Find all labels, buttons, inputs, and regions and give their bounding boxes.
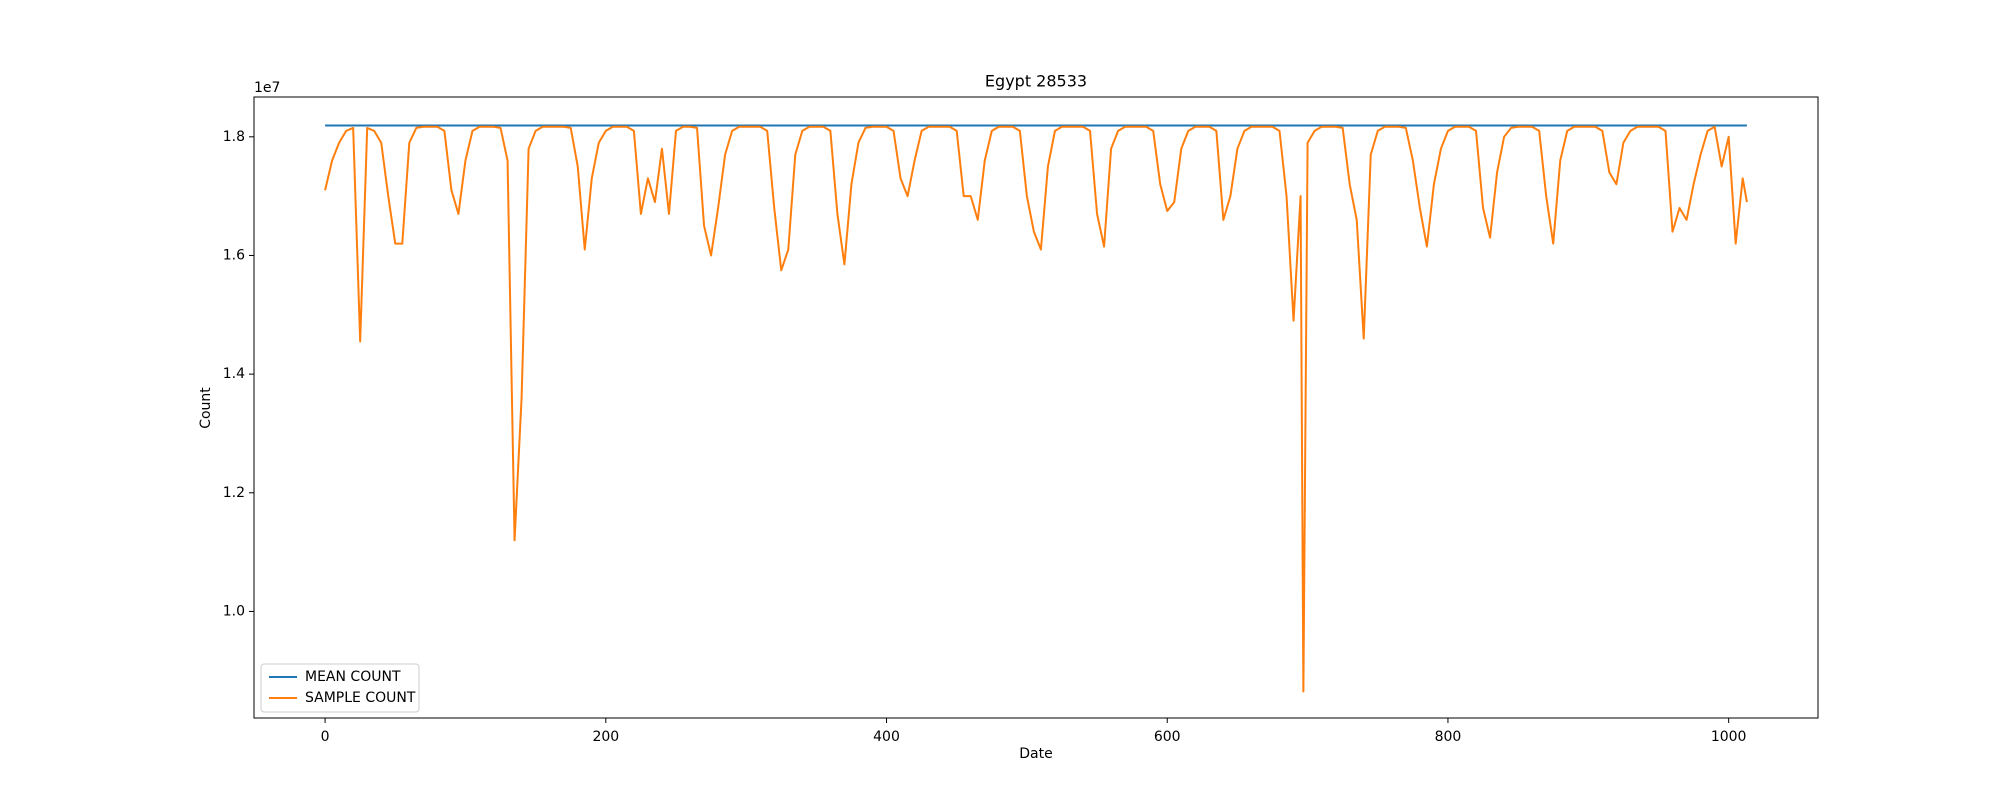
series-line (324, 125, 1748, 693)
chart-title: Egypt 28533 (985, 72, 1087, 91)
x-tick-label: 1000 (1711, 729, 1747, 745)
y-tick-label: 1.6 (223, 247, 245, 263)
x-tick-label: 0 (321, 729, 330, 745)
y-tick-label: 1.4 (223, 366, 245, 382)
plot-frame (253, 96, 1819, 719)
y-tick-label: 1.8 (223, 129, 245, 145)
x-axis-label: Date (1019, 746, 1052, 762)
legend-label: MEAN COUNT (305, 669, 401, 685)
x-tick-label: 400 (873, 729, 900, 745)
x-tick-label: 600 (1154, 729, 1181, 745)
legend-box (260, 663, 420, 713)
y-tick-label: 1.2 (223, 485, 245, 501)
x-tick-label: 200 (592, 729, 619, 745)
y-tick-label: 1.0 (223, 603, 245, 619)
y-offset-label: 1e7 (254, 80, 280, 96)
x-tick-label: 800 (1435, 729, 1462, 745)
y-axis-label: Count (198, 387, 214, 429)
legend-label: SAMPLE COUNT (305, 690, 416, 706)
